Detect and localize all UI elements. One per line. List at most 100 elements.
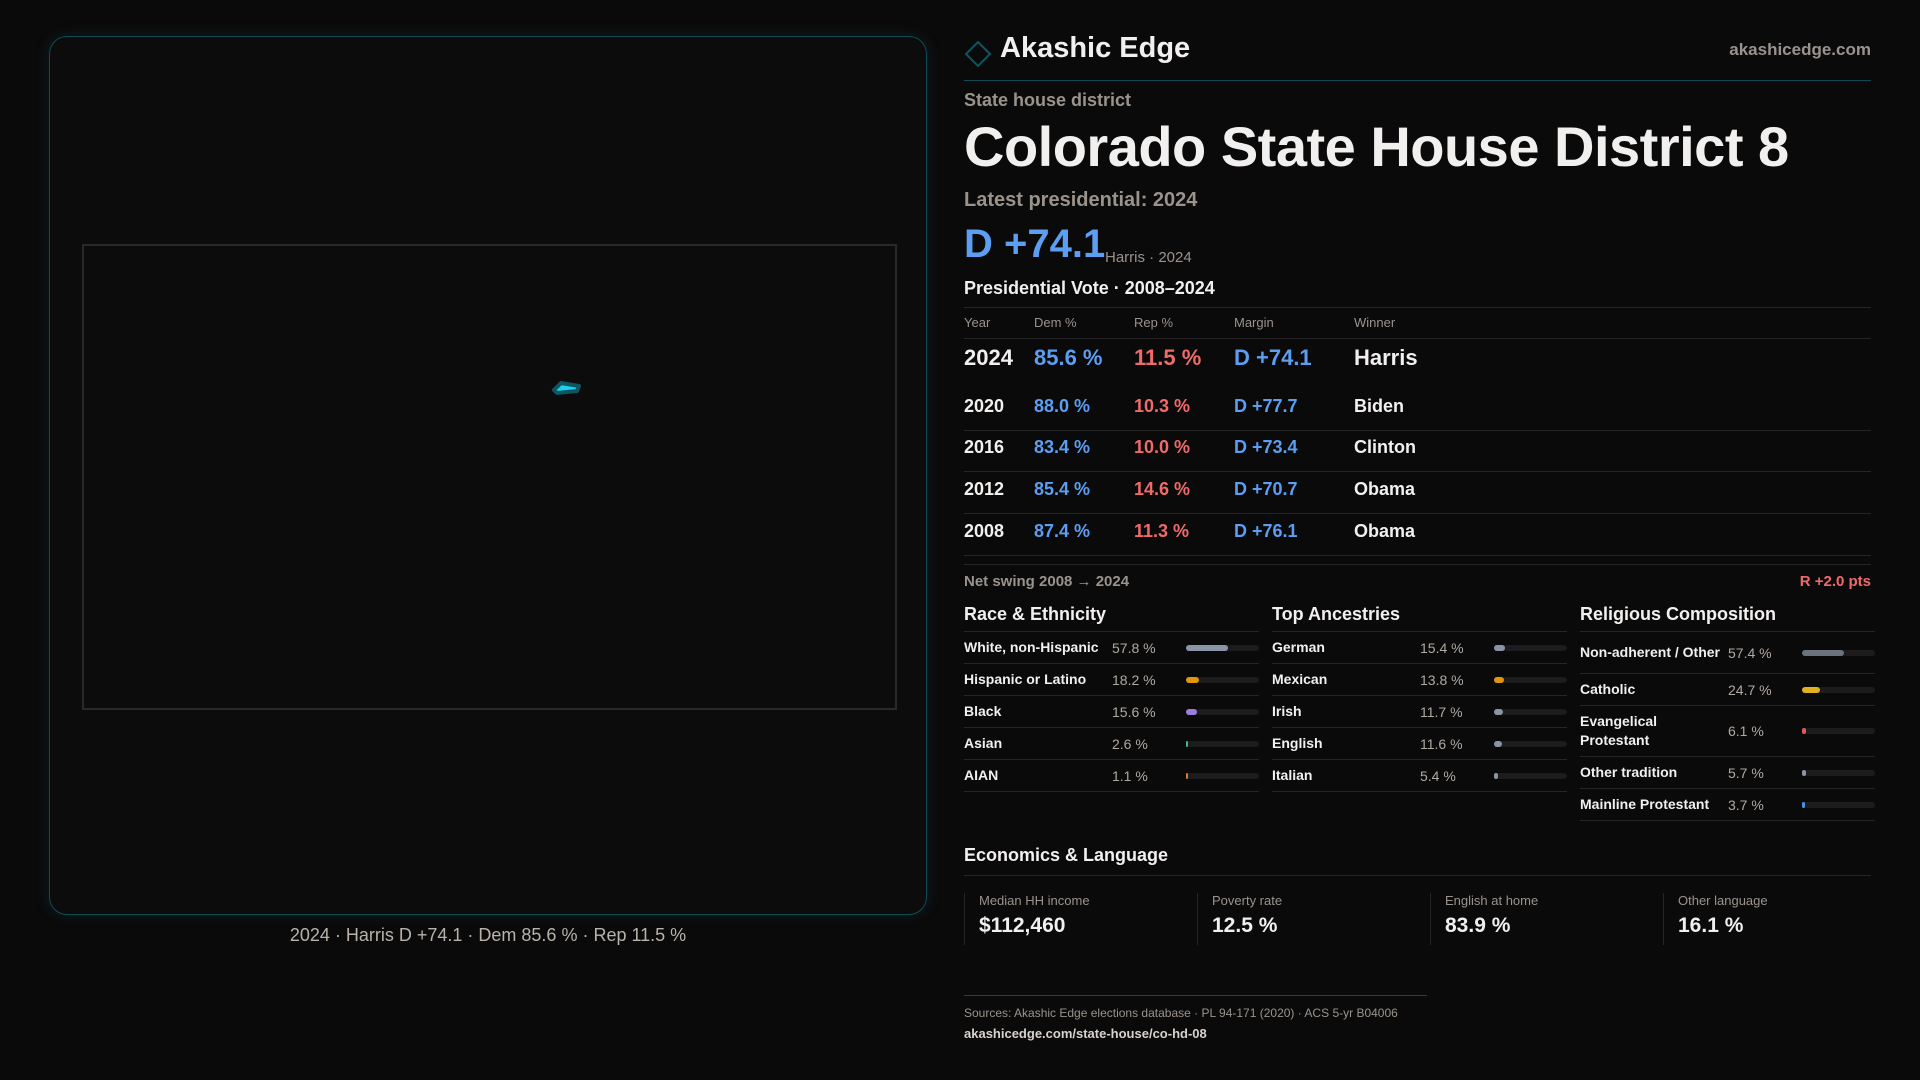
share-bar <box>1802 801 1875 808</box>
site-link[interactable]: akashicedge.com <box>1729 40 1871 59</box>
cell-dem: 83.4 % <box>1034 437 1091 457</box>
share-bar-fill <box>1802 728 1807 734</box>
cell-year: 2020 <box>964 396 1005 416</box>
stat-label: Other language <box>1678 893 1768 908</box>
row-value: 5.7 % <box>1728 764 1764 781</box>
cell-year: 2008 <box>964 521 1005 541</box>
cell-winner: Clinton <box>1354 437 1416 457</box>
share-bar <box>1802 649 1875 656</box>
demographic-row: Italian 5.4 % <box>1272 760 1567 792</box>
row-value: 11.6 % <box>1420 735 1463 752</box>
share-bar-fill <box>1494 772 1498 779</box>
row-label: Italian <box>1272 767 1313 783</box>
share-bar-fill <box>1186 644 1229 651</box>
latest-label: Latest presidential: 2024 <box>964 189 1198 211</box>
share-bar-fill <box>1802 686 1821 693</box>
swing-label: Net swing 2008 → 2024 <box>964 573 1130 590</box>
col-rep: Rep % <box>1134 315 1174 330</box>
share-bar-fill <box>1494 740 1503 747</box>
row-label: Black <box>964 703 1002 719</box>
row-label: White, non-Hispanic <box>964 639 1099 655</box>
sources: Sources: Akashic Edge elections database… <box>964 1006 1398 1020</box>
demographic-row: White, non-Hispanic 57.8 % <box>964 632 1259 664</box>
row-value: 18.2 % <box>1112 671 1156 688</box>
section-religion: Religious Composition Non-adherent / Oth… <box>1580 600 1875 821</box>
cell-margin: D +74.1 <box>1234 345 1312 370</box>
section-title: Race & Ethnicity <box>964 600 1259 632</box>
stat-value: 12.5 % <box>1212 914 1278 937</box>
logo-diamond-icon <box>964 40 992 68</box>
share-bar-fill <box>1186 740 1188 747</box>
section-race: Race & Ethnicity White, non-Hispanic 57.… <box>964 600 1259 792</box>
header-divider <box>964 80 1871 81</box>
economics-title: Economics & Language <box>964 845 1169 865</box>
latest-margin: D +74.1 <box>964 222 1106 266</box>
stat-label: English at home <box>1445 893 1539 908</box>
share-bar-fill <box>1186 708 1198 715</box>
row-label: Mainline Protestant <box>1580 796 1710 812</box>
stat-value: 83.9 % <box>1445 914 1511 937</box>
share-bar-fill <box>1494 644 1506 651</box>
section-ancestry: Top Ancestries German 15.4 % Mexican 13.… <box>1272 600 1567 792</box>
cell-margin: D +73.4 <box>1234 437 1298 457</box>
row-label: Mexican <box>1272 671 1328 687</box>
map-frame <box>82 244 897 710</box>
cell-margin: D +70.7 <box>1234 479 1298 499</box>
share-bar <box>1494 676 1567 683</box>
row-value: 6.1 % <box>1728 723 1764 739</box>
row-label: Irish <box>1272 703 1302 719</box>
demographic-row: Non-adherent / Other 57.4 % <box>1580 632 1875 674</box>
row-label: English <box>1272 735 1323 751</box>
share-bar <box>1494 708 1567 715</box>
cell-dem: 87.4 % <box>1034 521 1091 541</box>
demographic-row: German 15.4 % <box>1272 632 1567 664</box>
cell-rep: 14.6 % <box>1134 479 1191 499</box>
share-bar <box>1494 772 1567 779</box>
brand-name: Akashic Edge <box>1000 32 1191 64</box>
col-margin: Margin <box>1234 315 1274 330</box>
col-dem: Dem % <box>1034 315 1077 330</box>
district-shape[interactable] <box>551 378 583 396</box>
cell-year: 2016 <box>964 437 1005 457</box>
share-bar-fill <box>1494 708 1503 715</box>
row-value: 15.4 % <box>1420 639 1464 656</box>
share-bar <box>1802 686 1875 693</box>
col-winner: Winner <box>1354 315 1396 330</box>
table-title: Presidential Vote · 2008–2024 <box>964 278 1215 298</box>
cell-rep: 11.5 % <box>1134 345 1202 370</box>
page-title: Colorado State House District 8 <box>964 115 1789 178</box>
cell-dem: 85.4 % <box>1034 479 1091 499</box>
row-label: AIAN <box>964 767 999 783</box>
share-bar <box>1802 769 1875 776</box>
share-bar <box>1186 740 1259 747</box>
share-bar <box>1186 676 1259 683</box>
cell-dem: 85.6 % <box>1034 345 1103 370</box>
stat-value: 16.1 % <box>1678 914 1744 937</box>
cell-dem: 88.0 % <box>1034 396 1091 416</box>
page-url[interactable]: akashicedge.com/state-house/co-hd-08 <box>964 1026 1207 1041</box>
detail-panel: Akashic Edge akashicedge.com State house… <box>964 0 1875 1080</box>
row-value: 2.6 % <box>1112 735 1148 752</box>
row-label: Other tradition <box>1580 764 1678 780</box>
row-value: 3.7 % <box>1728 796 1764 813</box>
cell-rep: 10.0 % <box>1134 437 1191 457</box>
district-map-panel[interactable] <box>49 36 927 915</box>
share-bar <box>1186 708 1259 715</box>
demographic-row: Catholic 24.7 % <box>1580 674 1875 706</box>
cell-winner: Biden <box>1354 396 1405 416</box>
share-bar <box>1802 728 1875 734</box>
demographic-row: Black 15.6 % <box>964 696 1259 728</box>
stat-card: Poverty rate 12.5 % <box>1197 893 1430 945</box>
demographic-row: Hispanic or Latino 18.2 % <box>964 664 1259 696</box>
row-label: German <box>1272 639 1325 655</box>
demographic-row: English 11.6 % <box>1272 728 1567 760</box>
latest-margin-note: Harris · 2024 <box>1105 249 1192 266</box>
cell-margin: D +76.1 <box>1234 521 1298 541</box>
cell-rep: 10.3 % <box>1134 396 1191 416</box>
stat-card: English at home 83.9 % <box>1430 893 1663 945</box>
stat-label: Median HH income <box>979 893 1090 908</box>
stat-card: Other language 16.1 % <box>1663 893 1896 945</box>
row-value: 5.4 % <box>1420 767 1456 784</box>
section-title: Religious Composition <box>1580 600 1875 632</box>
share-bar-fill <box>1186 772 1188 779</box>
